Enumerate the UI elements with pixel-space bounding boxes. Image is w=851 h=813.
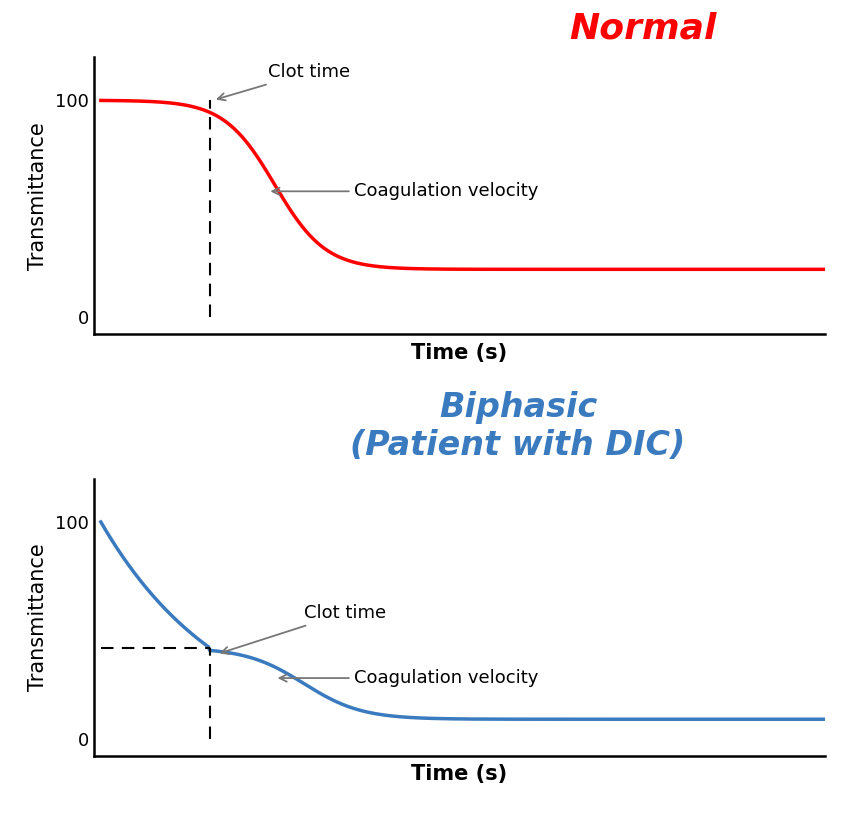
- Y-axis label: Transmittance: Transmittance: [28, 122, 48, 270]
- Text: Clot time: Clot time: [221, 604, 386, 654]
- X-axis label: Time (s): Time (s): [412, 764, 507, 785]
- Text: Biphasic
(Patient with DIC): Biphasic (Patient with DIC): [351, 391, 686, 462]
- Text: Coagulation velocity: Coagulation velocity: [280, 669, 539, 687]
- Y-axis label: Transmittance: Transmittance: [28, 543, 48, 691]
- X-axis label: Time (s): Time (s): [412, 343, 507, 363]
- Text: Normal: Normal: [568, 12, 717, 46]
- Text: Clot time: Clot time: [218, 63, 350, 100]
- Text: Coagulation velocity: Coagulation velocity: [272, 182, 539, 200]
